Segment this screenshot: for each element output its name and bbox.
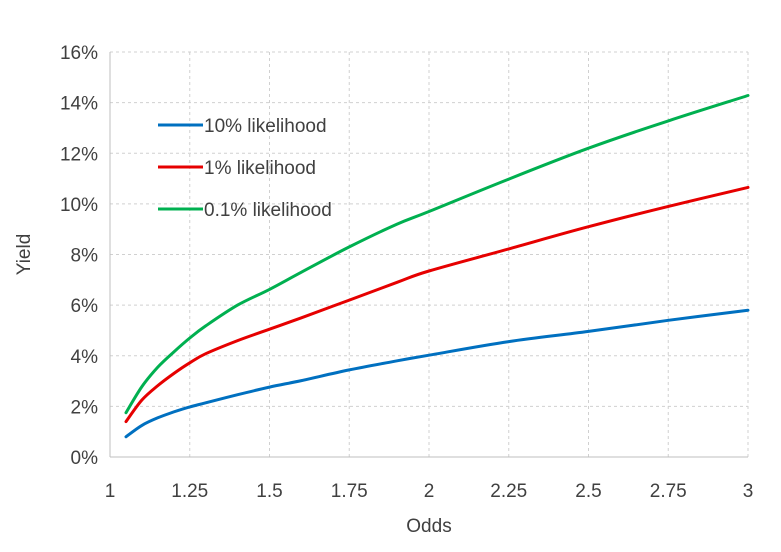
- legend-label-2: 0.1% likelihood: [204, 200, 332, 221]
- y-tick-label: 6%: [71, 296, 99, 317]
- y-tick-label: 4%: [71, 347, 99, 368]
- series-line-1: [124, 185, 750, 424]
- y-tick-label: 12%: [60, 144, 98, 165]
- y-tick-label: 8%: [71, 246, 99, 267]
- x-tick-label: 1.25: [171, 481, 208, 502]
- y-tick-label: 2%: [71, 397, 99, 418]
- y-tick-label: 10%: [60, 195, 98, 216]
- y-tick-label: 16%: [60, 43, 98, 64]
- axes: 0% 2% 4% 6% 8% 10% 12% 14% 16% 1 1.25 1.5 1.75 2 2.25 2…: [60, 43, 753, 502]
- y-tick-label: 0%: [71, 448, 99, 469]
- series-line-2: [124, 94, 750, 415]
- series-line-0: [124, 308, 750, 439]
- x-tick-label: 2.25: [490, 481, 527, 502]
- x-tick-label: 1.75: [331, 481, 368, 502]
- legend: 10% likelihood 1% likelihood 0.1% likeliho…: [158, 116, 332, 221]
- legend-label-0: 10% likelihood: [204, 116, 327, 137]
- legend-label-1: 1% likelihood: [204, 158, 316, 179]
- y-tick-label: 14%: [60, 94, 98, 115]
- x-tick-label: 1: [105, 481, 116, 502]
- x-tick-label: 3: [743, 481, 754, 502]
- x-tick-label: 2: [424, 481, 435, 502]
- x-tick-label: 1.5: [256, 481, 282, 502]
- y-axis-title: Yield: [14, 234, 35, 276]
- x-axis-title: Odds: [406, 516, 451, 537]
- grid: [110, 51, 749, 457]
- series-lines: [124, 94, 750, 439]
- x-tick-label: 2.5: [575, 481, 601, 502]
- x-tick-label: 2.75: [650, 481, 687, 502]
